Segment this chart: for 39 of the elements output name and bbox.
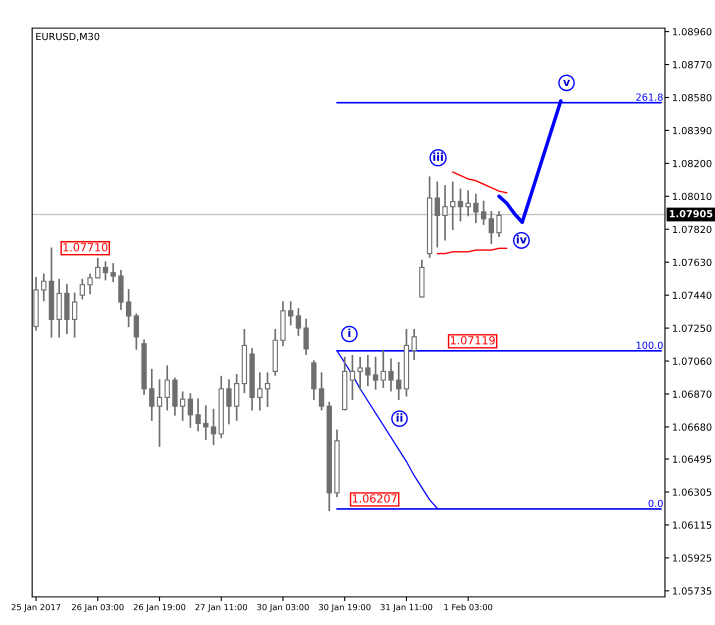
x-tick-label: 25 Jan 2017 [12, 604, 60, 612]
y-tick-label: 1.07060 [672, 358, 712, 365]
y-tick-label: 1.08960 [672, 28, 712, 36]
y-tick-label: 1.08390 [672, 126, 712, 134]
annotation: 1.07119 [450, 336, 495, 344]
chart-title: EURUSD,M30 [36, 32, 100, 42]
annotation: iii [433, 152, 443, 161]
y-tick-label: 1.05925 [672, 554, 712, 562]
y-tick-label: 1.07630 [672, 258, 712, 266]
y-tick-label: 1.07250 [672, 324, 712, 332]
y-tick-label: 1.06495 [672, 456, 712, 463]
series-label: 261.8 [636, 93, 663, 101]
annotation: 1.06207 [352, 494, 397, 503]
x-tick-label: 26 Jan 19:00 [134, 604, 186, 612]
y-tick-label: 1.07820 [672, 226, 712, 234]
y-tick-label: 1.05735 [672, 587, 712, 595]
annotation: v [563, 80, 570, 86]
annotation: iv [516, 235, 527, 244]
y-tick-label: 1.06305 [672, 488, 712, 496]
x-tick-label: 30 Jan 03:00 [257, 604, 309, 612]
series-label: 0.0 [648, 500, 663, 508]
x-tick-label: 30 Jan 19:00 [318, 604, 371, 612]
annotation: ii [396, 413, 402, 422]
y-tick-label: 1.08200 [672, 160, 712, 168]
y-tick-label: 1.06115 [672, 521, 712, 529]
x-tick-label: 27 Jan 11:00 [195, 604, 248, 612]
y-tick-label: 1.08010 [672, 192, 712, 200]
y-tick-label: 1.06870 [672, 390, 712, 398]
annotation: i [348, 328, 350, 338]
ref-line-label: 1.07905 [670, 210, 712, 218]
x-tick-label: 31 Jan 11:00 [380, 604, 432, 612]
x-tick-label: 1 Feb 03:00 [444, 604, 492, 610]
series-label: 100.0 [636, 342, 663, 349]
annotation: 1.07710 [63, 243, 108, 252]
y-tick-label: 1.08770 [672, 61, 712, 68]
y-tick-label: 1.06680 [672, 423, 712, 431]
x-tick-label: 26 Jan 03:00 [72, 604, 124, 612]
y-tick-label: 1.08580 [672, 94, 712, 102]
y-tick-label: 1.07440 [672, 292, 712, 299]
